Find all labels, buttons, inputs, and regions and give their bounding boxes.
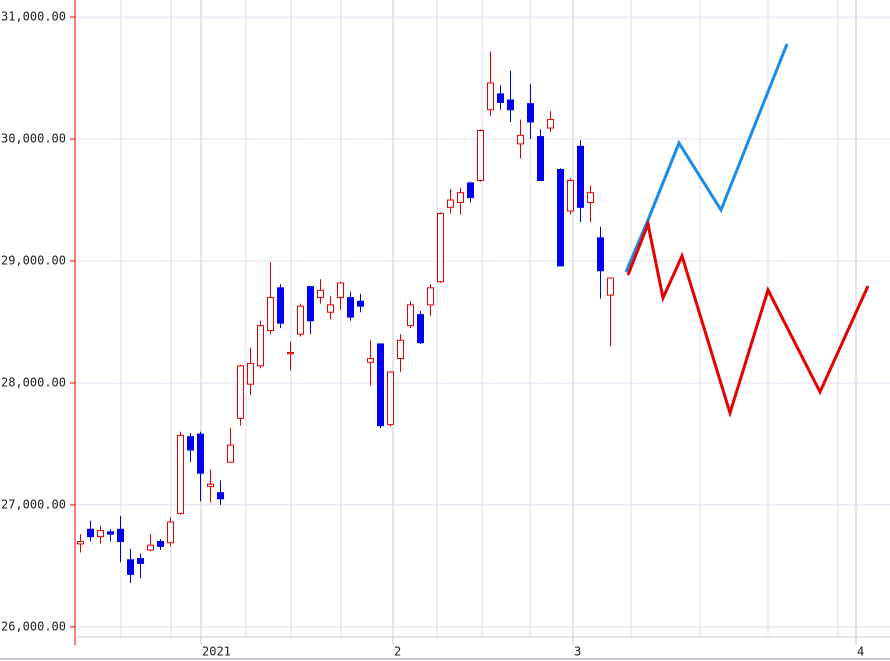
candle-body (387, 371, 394, 425)
candle-body (217, 492, 224, 500)
candle-body (177, 434, 184, 514)
x-tick-label: 4 (857, 645, 864, 659)
candle-body (237, 365, 244, 419)
y-tick-label: 30,000.00 (1, 132, 66, 146)
candle-body (87, 528, 94, 538)
candle-body (477, 129, 484, 181)
projection-line (624, 43, 789, 273)
candle-body (327, 304, 334, 313)
candle-body (547, 119, 554, 129)
candle-body (247, 362, 254, 385)
candle-body (287, 351, 294, 355)
candle-body (487, 82, 494, 111)
candle-body (277, 287, 284, 324)
candle-body (507, 99, 514, 111)
candle-body (297, 305, 304, 335)
candle-body (227, 444, 234, 463)
candle-body (307, 286, 314, 322)
y-tick-label: 26,000.00 (1, 619, 66, 633)
candle-body (187, 436, 194, 451)
candle-body (107, 531, 114, 535)
candle-body (397, 339, 404, 360)
candle-body (567, 179, 574, 212)
x-tick-label: 2 (394, 645, 401, 659)
x-tick-label: 2021 (202, 645, 231, 659)
candle-body (467, 182, 474, 199)
candle-body (207, 483, 214, 488)
projection-line (626, 218, 870, 419)
candle-body (437, 212, 444, 283)
candle-body (147, 544, 154, 551)
candle-body (537, 136, 544, 181)
candle-body (417, 314, 424, 344)
candle-body (607, 277, 614, 296)
candle-body (457, 192, 464, 203)
candle-body (117, 528, 124, 542)
y-tick-label: 27,000.00 (1, 497, 66, 511)
candle-body (267, 297, 274, 332)
candle-body (157, 540, 164, 547)
candle-body (587, 192, 594, 203)
candle-body (77, 540, 84, 545)
candle-body (257, 325, 264, 367)
candle-body (357, 300, 364, 307)
candle-body (337, 282, 344, 299)
candle-body (557, 169, 564, 267)
candle-body (597, 237, 604, 272)
candle-body (407, 304, 414, 327)
candle-body (347, 297, 354, 318)
candle-body (377, 343, 384, 427)
x-tick-label: 3 (574, 645, 581, 659)
y-tick-label: 31,000.00 (1, 10, 66, 24)
candle-body (317, 289, 324, 299)
candle-body (167, 521, 174, 544)
candle-body (577, 145, 584, 208)
candle-body (427, 287, 434, 306)
candle-body (527, 103, 534, 123)
y-tick-label: 29,000.00 (1, 253, 66, 267)
y-tick-label: 28,000.00 (1, 375, 66, 389)
candle-body (517, 134, 524, 145)
candle-body (97, 530, 104, 538)
candle-body (497, 93, 504, 103)
candle-body (447, 199, 454, 208)
candle-body (137, 558, 144, 564)
candle-body (127, 559, 134, 575)
candle-body (197, 433, 204, 474)
candle-body (367, 358, 374, 363)
